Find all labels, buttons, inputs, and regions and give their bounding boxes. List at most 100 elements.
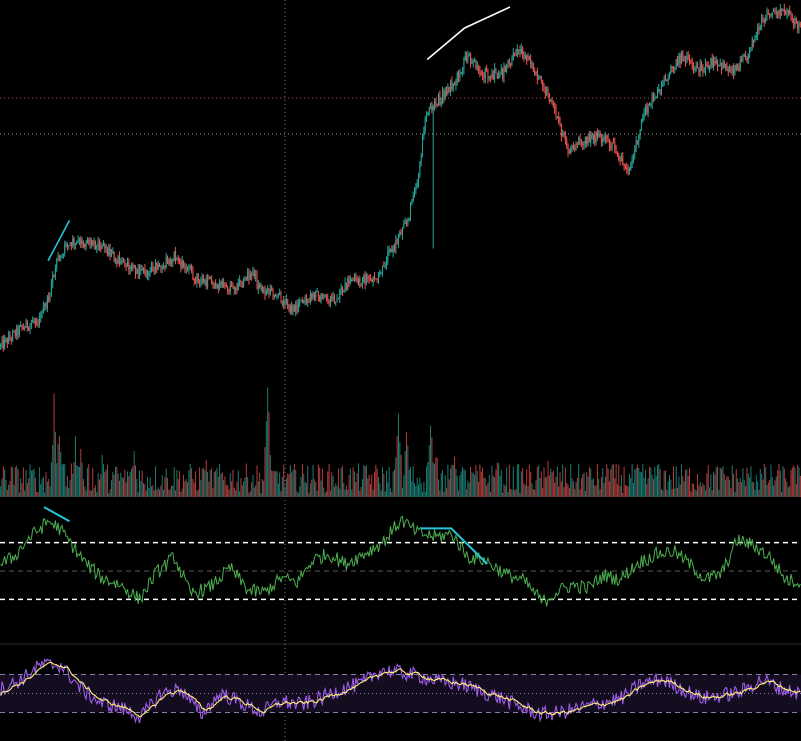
- volume-bar: [636, 464, 638, 497]
- candle: [418, 174, 420, 183]
- candle: [120, 260, 122, 265]
- volume-bar: [249, 491, 251, 497]
- volume-bar: [313, 479, 315, 497]
- candle: [227, 287, 229, 290]
- candle: [610, 146, 612, 148]
- candle: [588, 136, 590, 142]
- candle: [468, 54, 470, 56]
- volume-bar: [135, 465, 137, 497]
- volume-bar: [225, 484, 227, 497]
- volume-bar: [381, 467, 383, 497]
- candle: [191, 265, 193, 271]
- volume-bar: [463, 469, 465, 497]
- volume-bar: [98, 479, 100, 497]
- candle: [531, 62, 533, 65]
- candle: [26, 320, 28, 328]
- candle: [762, 17, 764, 21]
- candle: [719, 62, 721, 65]
- candle: [538, 79, 540, 81]
- candle: [363, 275, 365, 283]
- candle: [379, 273, 381, 275]
- candle: [187, 268, 189, 270]
- candle: [591, 134, 593, 140]
- candle: [171, 259, 173, 262]
- volume-bar: [718, 489, 720, 497]
- candle: [737, 67, 739, 70]
- candle: [620, 157, 622, 161]
- candle: [272, 290, 274, 297]
- candle: [173, 252, 175, 261]
- volume-bar: [467, 480, 469, 497]
- volume-bar: [711, 490, 713, 497]
- volume-bar: [587, 476, 589, 497]
- candle: [773, 10, 775, 12]
- volume-bar: [215, 470, 217, 497]
- volume-bar: [68, 487, 70, 497]
- candle: [356, 279, 358, 283]
- volume-bar: [648, 466, 650, 497]
- candle: [396, 240, 398, 243]
- volume-bar: [514, 490, 516, 497]
- candle: [144, 269, 146, 274]
- volume-bar: [456, 475, 458, 497]
- candle: [474, 60, 476, 62]
- candle: [596, 133, 598, 136]
- candle: [711, 58, 713, 67]
- candle: [399, 232, 401, 237]
- volume-bar: [685, 469, 687, 497]
- candle: [673, 67, 675, 70]
- candle: [365, 276, 367, 284]
- volume-bar: [714, 474, 716, 497]
- candle: [68, 245, 70, 247]
- candle: [729, 69, 731, 72]
- volume-bar: [344, 489, 346, 497]
- candle: [157, 264, 159, 270]
- candle: [530, 59, 532, 65]
- candle: [755, 35, 757, 37]
- volume-bar: [211, 468, 213, 497]
- candle: [730, 69, 732, 71]
- volume-bar: [352, 467, 354, 497]
- candle: [750, 46, 752, 48]
- volume-bar: [652, 479, 654, 497]
- candle: [427, 114, 429, 116]
- candle: [403, 223, 405, 229]
- volume-bar: [40, 484, 42, 497]
- volume-bar: [646, 483, 648, 497]
- candle: [320, 293, 322, 302]
- candle: [669, 73, 671, 79]
- candle: [189, 265, 191, 267]
- candle: [92, 240, 94, 245]
- candle: [431, 106, 433, 111]
- candle: [58, 255, 60, 258]
- candle: [25, 320, 27, 328]
- candle: [439, 95, 441, 105]
- volume-bar: [508, 464, 510, 497]
- volume-bar: [93, 487, 95, 497]
- candle: [552, 103, 554, 107]
- candle: [29, 324, 31, 330]
- candle: [112, 251, 114, 253]
- candle: [789, 10, 791, 14]
- candle: [660, 86, 662, 91]
- candle: [135, 265, 137, 274]
- volume-bar: [100, 474, 102, 497]
- volume-bar: [701, 486, 703, 497]
- volume-bar: [671, 489, 673, 497]
- candle: [369, 279, 371, 281]
- candle: [495, 68, 497, 74]
- candle: [466, 55, 468, 61]
- volume-bar: [558, 486, 560, 497]
- volume-bar: [52, 444, 54, 497]
- volume-bar: [129, 471, 131, 497]
- candle: [36, 322, 38, 324]
- candle: [763, 20, 765, 22]
- volume-bar: [608, 481, 610, 497]
- volume-bar: [610, 469, 612, 497]
- candle: [595, 133, 597, 143]
- volume-bar: [462, 467, 464, 497]
- volume-bar: [612, 464, 614, 497]
- candle: [70, 242, 72, 246]
